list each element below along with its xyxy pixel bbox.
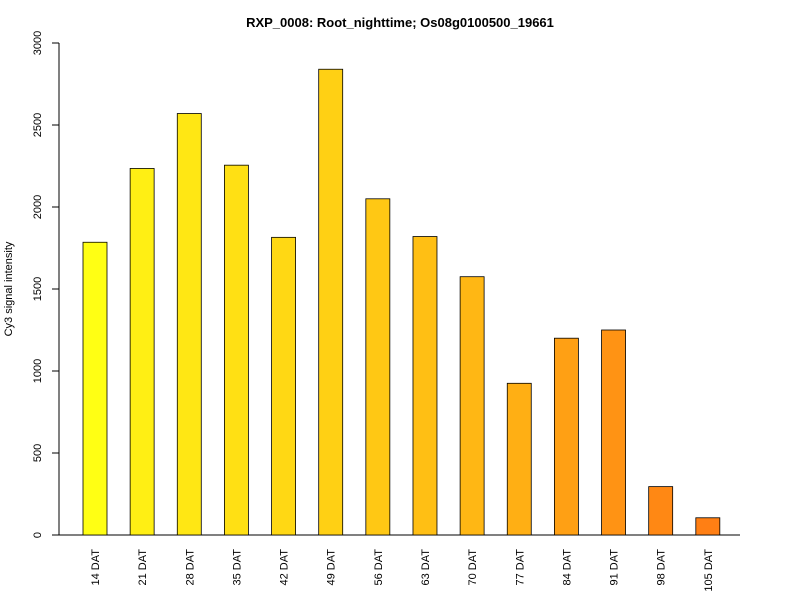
y-axis: 0 500 1000 1500 2000 2500 3000 [32,31,60,538]
x-tick-label: 77 DAT [514,549,526,586]
x-tick-label: 84 DAT [561,549,573,586]
y-tick-label: 3000 [32,31,44,55]
x-tick-label: 91 DAT [609,549,621,586]
bar-84-dat [554,337,579,536]
x-tick-label: 35 DAT [231,549,243,586]
bar-56-dat [365,198,391,536]
x-tick-labels: 14 DAT 21 DAT 28 DAT 35 DAT 42 DAT 49 DAT 56 D… [90,549,715,592]
x-tick-label: 105 DAT [703,549,715,592]
bar-14-dat [82,241,108,536]
chart-title: RXP_0008: Root_nighttime; Os08g0100500_1… [246,15,554,30]
y-axis-label: Cy3 signal intensity [3,241,15,336]
y-tick-label: 1000 [32,359,44,383]
x-tick-label: 98 DAT [656,549,668,586]
bar-42-dat [271,236,296,536]
y-tick-label: 0 [32,532,44,538]
x-tick-label: 14 DAT [90,549,102,586]
bar-21-dat [129,168,155,536]
bar-77-dat [506,382,532,536]
x-tick-label: 42 DAT [279,549,291,586]
bar-63-dat [412,236,438,536]
x-tick-label: 63 DAT [420,549,432,586]
bar-28-dat [176,113,202,536]
bars-group [82,68,721,536]
y-tick-label: 1500 [32,277,44,301]
bar-105-dat [695,517,721,536]
y-tick-label: 500 [32,444,44,462]
x-tick-label: 28 DAT [184,549,196,586]
bar-49-dat [318,68,344,536]
x-tick-label: 49 DAT [326,549,338,586]
bar-91-dat [601,329,626,536]
y-tick-label: 2000 [32,195,44,219]
y-tick-label: 2500 [32,113,44,137]
bar-70-dat [459,276,485,536]
x-tick-label: 70 DAT [467,549,479,586]
x-tick-label: 21 DAT [137,549,149,586]
x-tick-label: 56 DAT [373,549,385,586]
bar-98-dat [648,486,674,536]
bar-35-dat [224,164,249,536]
